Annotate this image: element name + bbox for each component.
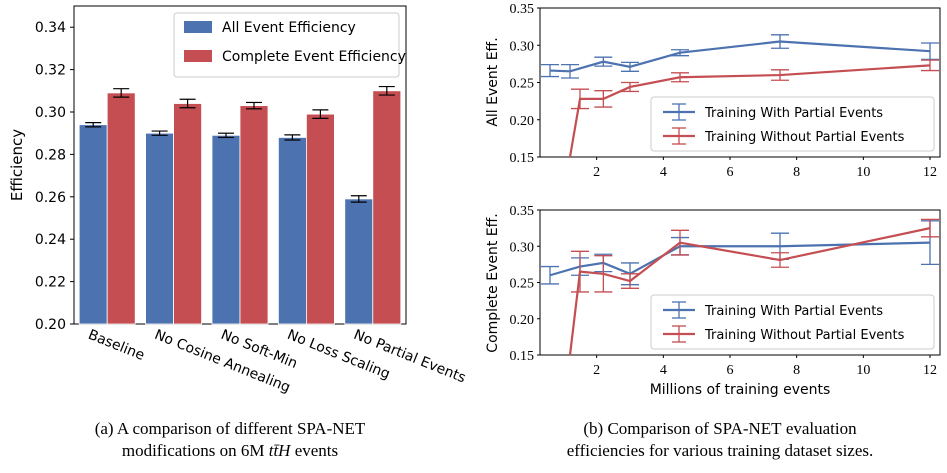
caption-a-prefix: (a) A comparison of different xyxy=(94,419,297,438)
bar xyxy=(173,103,203,325)
caption-b-line2: efficiencies for various training datase… xyxy=(566,441,874,460)
caption-a-line2-post: events xyxy=(290,441,339,460)
x-tick-labels: 2 4 6 8 10 12 xyxy=(593,355,937,378)
x-tick-label: 12 xyxy=(923,363,937,378)
y-tick-label: 0.15 xyxy=(510,349,535,364)
bar xyxy=(305,113,335,325)
y-tick-label: 0.20 xyxy=(35,317,66,333)
x-tick-label: 6 xyxy=(727,165,734,180)
x-axis-label: Millions of training events xyxy=(650,382,831,398)
y-axis-label: Complete Event Eff. xyxy=(485,213,501,352)
y-tick-label: 0.20 xyxy=(510,114,535,129)
series-lines xyxy=(541,34,939,158)
y-tick-labels: 0.15 0.20 0.25 0.30 0.35 xyxy=(510,2,540,166)
line-chart-all-event-panel: 0.15 0.20 0.25 0.30 0.35 2 4 6 8 10 12 All Event … xyxy=(485,2,941,180)
bar xyxy=(239,105,269,325)
legend-frame xyxy=(650,96,935,152)
series-line xyxy=(549,40,931,73)
x-tick-label: 12 xyxy=(923,165,937,180)
x-tick-label: 10 xyxy=(856,363,870,378)
legend: All Event Efficiency Complete Event Effi… xyxy=(173,12,406,78)
legend-label: Training With Partial Events xyxy=(704,106,883,121)
bar xyxy=(78,124,108,325)
bar xyxy=(372,90,402,325)
x-tick-label: Baseline xyxy=(86,327,147,364)
caption-b-prefix: (b) Comparison of xyxy=(583,419,714,438)
x-tick-label: 8 xyxy=(793,363,800,378)
y-tick-label: 0.30 xyxy=(510,240,535,255)
legend-label-all-event: All Event Efficiency xyxy=(222,20,356,36)
caption-a-math: tt̄H xyxy=(268,441,291,460)
caption-b-model: SPA-NET xyxy=(713,419,782,438)
y-tick-label: 0.25 xyxy=(510,77,535,92)
x-tick-label: 4 xyxy=(660,165,667,180)
legend-label: Training Without Partial Events xyxy=(704,328,905,343)
legend-label: Training With Partial Events xyxy=(704,304,883,319)
y-tick-label: 0.28 xyxy=(35,147,66,163)
y-tick-label: 0.24 xyxy=(35,232,66,248)
y-tick-label: 0.30 xyxy=(35,105,66,121)
caption-a: (a) A comparison of different SPA-NET mo… xyxy=(20,418,440,462)
legend-swatch-complete-event xyxy=(184,50,212,62)
series-line xyxy=(549,241,931,277)
legend-label-complete-event: Complete Event Efficiency xyxy=(222,49,406,65)
legend-frame xyxy=(173,12,400,78)
x-tick-label: No Partial Events xyxy=(351,327,468,387)
bar-chart-panel: 0.20 0.22 0.24 0.26 0.28 0.30 0.32 0.34 Baselin… xyxy=(8,5,468,396)
y-axis-label: All Event Eff. xyxy=(485,37,501,126)
x-tick-label: 2 xyxy=(593,165,600,180)
y-tick-labels: 0.20 0.22 0.24 0.26 0.28 0.30 0.32 0.34 xyxy=(35,20,74,333)
series-lines xyxy=(541,218,939,356)
x-tick-label: 2 xyxy=(593,363,600,378)
figure: 0.20 0.22 0.24 0.26 0.28 0.30 0.32 0.34 Baselin… xyxy=(8,2,941,398)
bar xyxy=(106,92,136,325)
y-tick-label: 0.35 xyxy=(510,204,535,219)
legend-frame xyxy=(650,294,935,350)
legend-label: Training Without Partial Events xyxy=(704,130,905,145)
y-tick-labels: 0.15 0.20 0.25 0.30 0.35 xyxy=(510,204,540,364)
x-tick-label: 6 xyxy=(727,363,734,378)
legend: Training With Partial Events Training Wit… xyxy=(650,294,935,350)
x-tick-label: 4 xyxy=(660,363,667,378)
bar xyxy=(211,134,241,325)
bar xyxy=(145,132,175,325)
caption-b: (b) Comparison of SPA-NET evaluation eff… xyxy=(500,418,940,462)
bars xyxy=(78,85,402,325)
caption-b-line1-end: evaluation xyxy=(781,419,857,438)
caption-a-line2-pre: modifications on 6M xyxy=(121,441,269,460)
bar xyxy=(344,198,374,325)
y-tick-label: 0.25 xyxy=(510,277,535,292)
y-tick-label: 0.30 xyxy=(510,39,535,54)
y-tick-label: 0.35 xyxy=(510,2,535,17)
x-tick-label: 8 xyxy=(793,165,800,180)
x-tick-label: 10 xyxy=(856,165,870,180)
y-tick-label: 0.20 xyxy=(510,313,535,328)
y-tick-label: 0.26 xyxy=(35,190,66,206)
bar xyxy=(277,137,307,325)
caption-a-model: SPA-NET xyxy=(296,419,366,438)
y-tick-label: 0.15 xyxy=(510,151,535,166)
line-chart-complete-event-panel: 0.15 0.20 0.25 0.30 0.35 2 4 6 8 10 12 Complete E… xyxy=(485,204,941,398)
y-tick-label: 0.34 xyxy=(35,20,66,36)
y-tick-label: 0.22 xyxy=(35,275,66,291)
legend: Training With Partial Events Training Wit… xyxy=(650,96,935,152)
x-tick-labels: 2 4 6 8 10 12 xyxy=(593,157,937,180)
y-tick-label: 0.32 xyxy=(35,63,66,79)
legend-swatch-all-event xyxy=(184,21,212,33)
y-axis-label: Efficiency xyxy=(8,129,26,201)
